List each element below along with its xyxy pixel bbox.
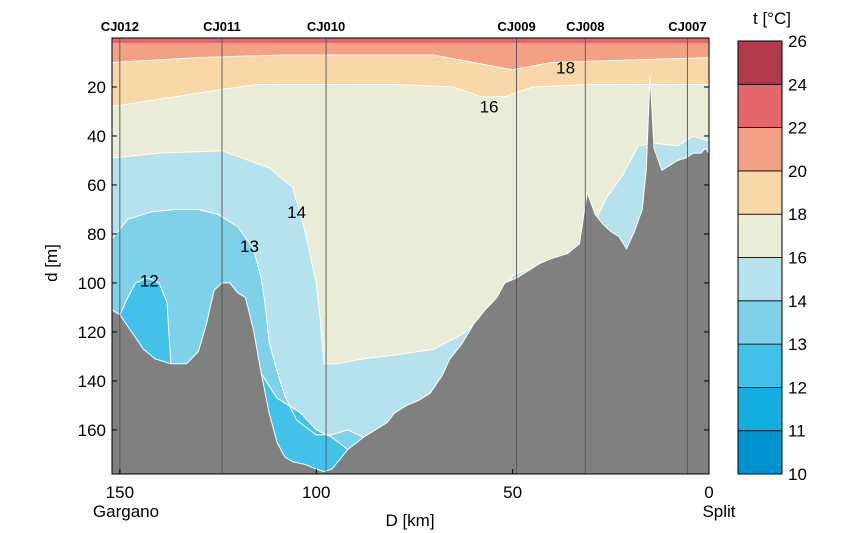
colorbar-swatch — [737, 127, 783, 172]
y-tick-label: 140 — [78, 372, 106, 391]
colorbar-swatch — [737, 213, 783, 258]
colorbar-swatch — [737, 83, 783, 129]
colorbar-tick-label: 12 — [788, 378, 807, 397]
colorbar-tick-label: 16 — [788, 249, 807, 268]
station-label: CJ012 — [101, 19, 139, 34]
station-label: CJ011 — [203, 19, 241, 34]
colorbar-swatch — [737, 386, 783, 432]
colorbar-tick-label: 14 — [788, 292, 807, 311]
y-tick-label: 120 — [78, 323, 106, 342]
colorbar-tick-label: 18 — [788, 205, 807, 224]
colorbar-title: t [°C] — [753, 9, 791, 28]
x-tick-label: 100 — [302, 483, 330, 502]
y-axis-label: d [m] — [42, 244, 61, 282]
colorbar-tick-label: 26 — [788, 32, 807, 51]
isotherm-t12 — [111, 277, 172, 364]
colorbar-swatch — [737, 170, 783, 215]
station-label: CJ008 — [566, 19, 604, 34]
y-tick-label: 40 — [87, 127, 106, 146]
colorbar-tick-label: 24 — [788, 75, 807, 94]
station-label: CJ010 — [307, 19, 345, 34]
plot-frame — [111, 37, 710, 475]
endpoint-right-label: Split — [702, 502, 735, 521]
y-tick-label: 20 — [87, 78, 106, 97]
plot-border — [111, 37, 710, 475]
isotherm-t16 — [111, 84, 709, 108]
x-tick-label: 50 — [503, 483, 522, 502]
y-tick-label: 100 — [78, 274, 106, 293]
contour-label: 14 — [287, 203, 306, 222]
plot-area: 18 16 14 13 12 — [111, 38, 710, 475]
x-tick-label: 150 — [106, 483, 134, 502]
contour-label: 16 — [480, 98, 499, 117]
colorbar-swatch — [737, 257, 783, 302]
y-tick-label: 60 — [87, 176, 106, 195]
colorbar-swatch — [737, 300, 783, 345]
y-tick-label: 160 — [78, 421, 106, 440]
endpoint-left-label: Gargano — [93, 502, 159, 521]
isotherm-t13 — [111, 209, 364, 438]
colorbar-tick-label: 22 — [788, 119, 807, 138]
colorbar-tick-label: 20 — [788, 162, 807, 181]
x-axis-label: D [km] — [385, 511, 434, 530]
axes: CJ012 CJ011 CJ010 CJ009 CJ008 CJ007 20 40 60 80 10… — [78, 19, 714, 502]
colorbar: 10 11 12 13 14 16 18 20 22 24 26 — [737, 32, 807, 484]
contour-label: 18 — [556, 58, 575, 77]
station-label: CJ009 — [497, 19, 535, 34]
colorbar-tick-label: 13 — [788, 335, 807, 354]
contour-label: 12 — [140, 271, 159, 290]
isotherm-t18 — [111, 54, 710, 71]
y-tick-label: 80 — [87, 225, 106, 244]
colorbar-border — [737, 40, 783, 475]
colorbar-swatch — [737, 40, 783, 85]
station-label: CJ007 — [668, 19, 706, 34]
contour-label: 13 — [240, 237, 259, 256]
isotherm-t12b — [260, 373, 349, 450]
seafloor — [111, 74, 710, 475]
colorbar-swatch — [737, 430, 783, 475]
colorbar-tick-label: 10 — [788, 465, 807, 484]
x-tick-label: 0 — [704, 483, 713, 502]
colorbar-swatch — [737, 343, 783, 388]
colorbar-tick-label: 11 — [788, 422, 806, 441]
